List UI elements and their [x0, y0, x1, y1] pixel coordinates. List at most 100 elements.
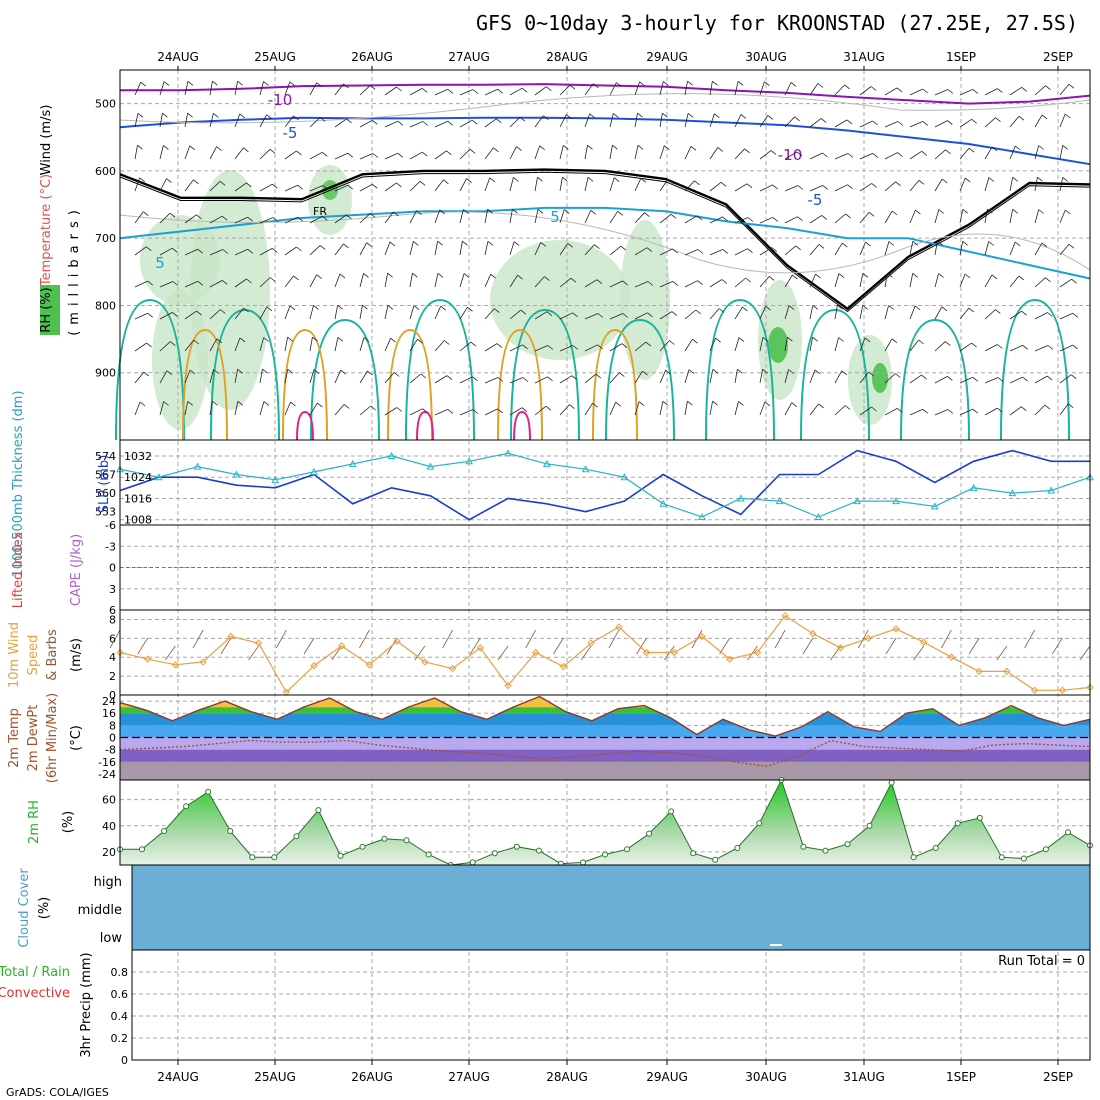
wind-barb: [809, 369, 816, 384]
wind-barb-flag: [921, 150, 927, 156]
wind-barb-flag: [472, 409, 479, 414]
thickness-point: [387, 451, 396, 459]
thickness-point: [659, 499, 668, 507]
wind-barb-flag: [489, 177, 496, 183]
wind-barb: [834, 370, 843, 384]
wind-barb: [459, 178, 467, 192]
wind-barb-flag: [667, 179, 674, 184]
wind-barb-flag: [569, 84, 576, 90]
wind-barb-flag: [745, 277, 751, 283]
wind-barb: [884, 408, 898, 416]
temperature-contour-loop: [182, 328, 228, 441]
rh2m-point: [139, 846, 145, 853]
wind-barb-flag: [545, 405, 552, 411]
wind-barb-flag: [293, 275, 299, 281]
thickness-point: [581, 465, 590, 473]
wind-barb-flag: [1022, 344, 1029, 350]
wind-barb: [534, 376, 548, 384]
wind-barb: [134, 177, 141, 192]
temp-band: [120, 737, 1090, 750]
run-total: Run Total = 0: [998, 954, 1085, 969]
wind-barb: [759, 247, 773, 256]
wind-barb-flag: [237, 80, 243, 86]
wind-barb-flag: [996, 407, 1003, 413]
wind-barb-flag: [742, 306, 748, 312]
wind-barb: [659, 113, 663, 128]
wind-barb: [959, 177, 966, 192]
wind-barb: [159, 113, 163, 128]
wind-barb: [384, 182, 397, 192]
upper-temp-label: Temperature (°C): [39, 174, 54, 287]
wind-barb: [684, 369, 690, 384]
wind-barb-flag: [871, 406, 877, 412]
rh2m-point: [602, 851, 608, 858]
y-tick-label: 0.8: [111, 966, 129, 979]
wind-barb: [609, 145, 613, 160]
wind-barb: [1034, 114, 1043, 128]
wind-barb: [284, 275, 294, 288]
wind-barb: [884, 273, 888, 288]
wind-barb: [384, 211, 394, 224]
wind-barb-flag: [822, 152, 828, 158]
wind-barb-flag: [595, 373, 602, 379]
wind-barb: [784, 151, 798, 160]
rh2m-point: [1042, 846, 1049, 853]
wind-barb-flag: [762, 368, 768, 374]
wind-barb-flag: [537, 176, 543, 182]
y-tick-label: 560: [95, 487, 116, 500]
wind-barb: [1009, 177, 1014, 192]
wind-barb-flag: [397, 152, 403, 158]
wind-barb: [334, 214, 347, 224]
slp-tick-label: 1016: [124, 492, 152, 505]
date-label-bottom: 28AUG: [546, 1070, 588, 1084]
wind-barb: [984, 344, 998, 352]
wind-barb-flag: [163, 145, 169, 150]
wind-barb-flag: [897, 408, 903, 413]
wind-barb-flag: [817, 83, 824, 88]
wind-barb: [659, 145, 665, 160]
thickness-point: [348, 459, 357, 467]
temperature-contour-loop: [513, 410, 531, 441]
wind-barb-flag: [897, 152, 903, 157]
wind-barb-flag: [922, 408, 929, 414]
rh2m-point: [712, 856, 719, 863]
wind-barb: [984, 209, 988, 224]
wind-barb: [634, 312, 648, 320]
wind-barb-flag: [640, 177, 647, 183]
wind-barb-flag: [671, 311, 678, 316]
temperature-contour-loop: [510, 308, 580, 441]
wind-barb-flag: [791, 402, 797, 408]
wind-barb: [859, 212, 870, 224]
wind-barb-flag: [616, 82, 622, 87]
rh2m-point: [513, 843, 520, 850]
wind-barb-10m: [608, 629, 620, 649]
wind-barb-flag: [470, 341, 477, 347]
wind-barb: [784, 216, 798, 224]
wind-barb-flag: [647, 281, 654, 286]
dewpoint-line: [119, 739, 1091, 768]
thickness-point: [736, 494, 745, 502]
wind-barb-flag: [196, 214, 202, 220]
wind-barb: [234, 278, 247, 288]
y-tick-label: 16: [102, 707, 116, 720]
wind-barb-flag: [212, 400, 218, 406]
wind-barb-flag: [865, 241, 871, 247]
wind-barb-flag: [697, 249, 704, 254]
wind-barb: [509, 209, 513, 224]
wind-barb-flag: [562, 176, 568, 182]
wind-barb-flag: [187, 400, 193, 406]
wind-barb: [284, 150, 297, 160]
wind-speed-point: [587, 639, 595, 647]
wind-barb: [934, 409, 949, 416]
wind-barb: [484, 241, 489, 256]
wind-barb: [209, 280, 223, 288]
wind-barb-flag: [746, 183, 753, 189]
wind-barb: [134, 246, 147, 256]
wind-barb-10m: [469, 637, 481, 655]
wind-barb-flag: [1015, 145, 1021, 151]
date-label-bottom: 2SEP: [1043, 1070, 1073, 1084]
wind-barb: [159, 212, 171, 224]
wind-barb: [559, 209, 565, 224]
wind-barb-flag: [687, 80, 693, 86]
wind-barb-flag: [945, 341, 951, 346]
